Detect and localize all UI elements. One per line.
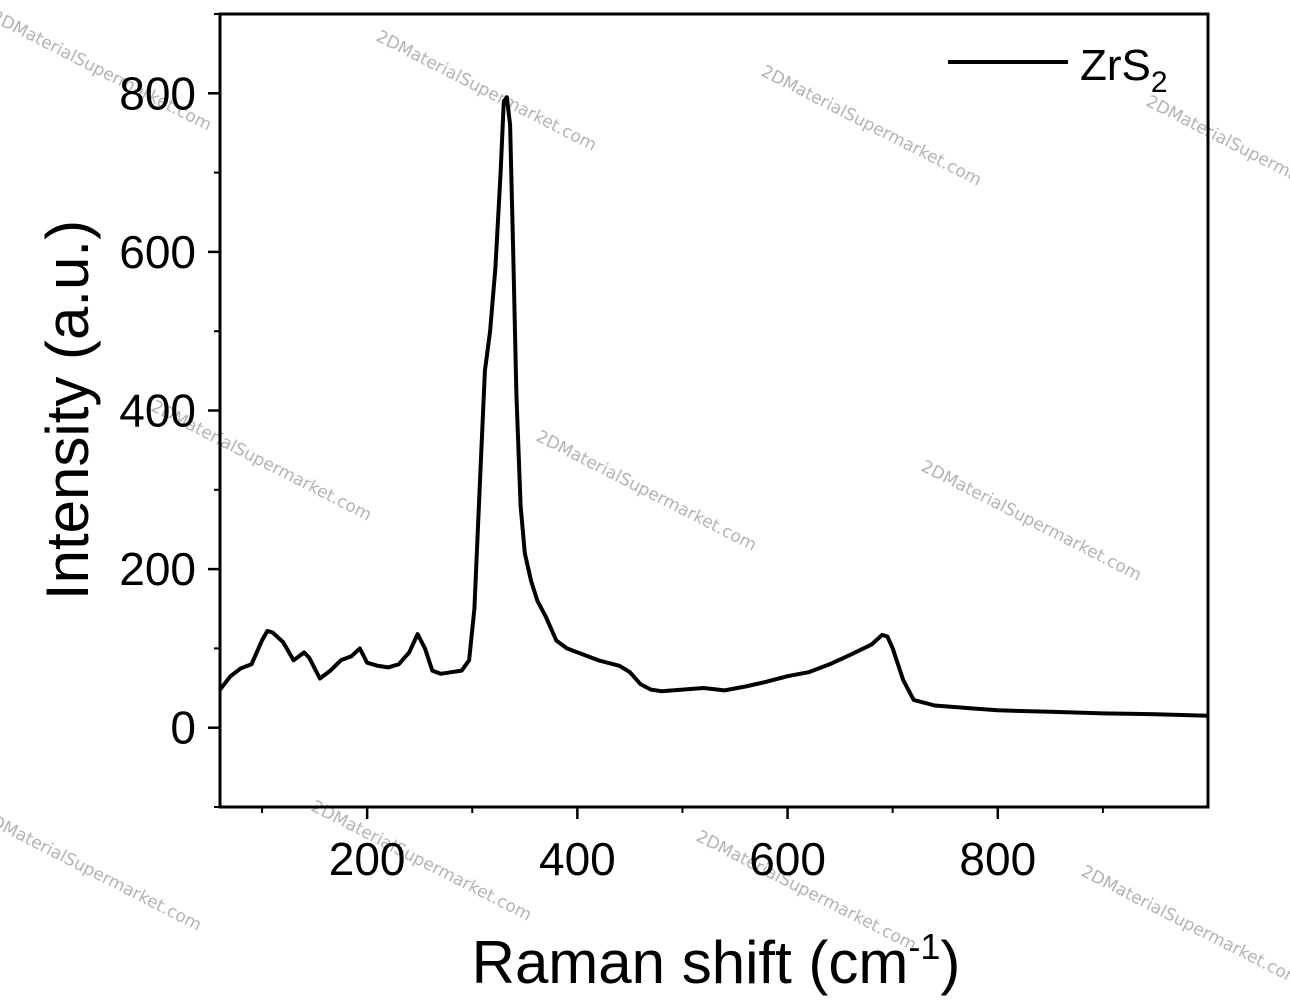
x-tick-label: 800 xyxy=(959,833,1036,885)
x-axis-title: Raman shift (cm-1) xyxy=(472,926,961,996)
legend-label: ZrS2 xyxy=(1080,41,1168,99)
watermark-text: 2DMaterialSupermarket.com xyxy=(918,457,1145,586)
watermark-text: 2DMaterialSupermarket.com xyxy=(1143,92,1290,221)
x-tick-label: 200 xyxy=(329,833,406,885)
series-line-zrs2 xyxy=(218,95,1209,718)
y-tick-label: 600 xyxy=(119,226,196,278)
y-tick-label: 200 xyxy=(119,543,196,595)
legend-label-subscript: 2 xyxy=(1151,66,1168,99)
watermark-text: 2DMaterialSupermarket.com xyxy=(758,62,985,191)
y-axis-title: Intensity (a.u.) xyxy=(34,220,101,600)
watermark-text: 2DMaterialSupermarket.com xyxy=(0,807,205,936)
watermarks: 2DMaterialSupermarket.com 2DMaterialSuper… xyxy=(0,7,1290,991)
watermark-text: 2DMaterialSupermarket.com xyxy=(373,27,600,156)
y-tick-label: 0 xyxy=(170,702,196,754)
x-axis-ticks: 200 400 600 800 xyxy=(261,807,1104,885)
y-tick-label: 800 xyxy=(119,67,196,119)
y-axis-ticks: 0 200 400 600 800 xyxy=(119,13,220,808)
watermark-text: 2DMaterialSupermarket.com xyxy=(1078,862,1290,991)
x-tick-label: 400 xyxy=(539,833,616,885)
watermark-text: 2DMaterialSupermarket.com xyxy=(533,427,760,556)
y-tick-label: 400 xyxy=(119,385,196,437)
x-tick-label: 600 xyxy=(749,833,826,885)
legend: ZrS2 xyxy=(948,41,1168,99)
